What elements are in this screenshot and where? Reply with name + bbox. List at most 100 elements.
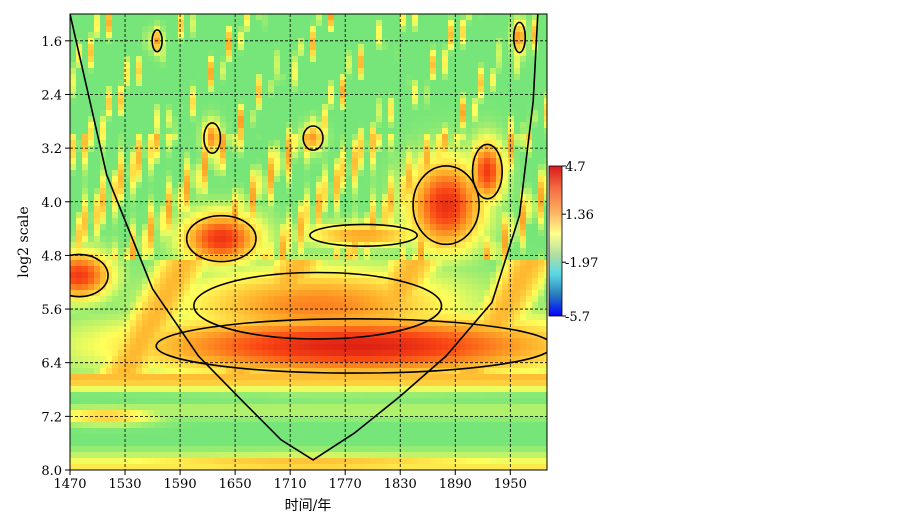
heatmap-cell xyxy=(154,296,161,303)
heatmap-cell xyxy=(430,338,437,345)
heatmap-cell xyxy=(370,386,377,393)
heatmap-cell xyxy=(340,440,347,447)
heatmap-cell xyxy=(100,164,107,171)
heatmap-cell xyxy=(202,464,209,470)
heatmap-cell xyxy=(202,248,209,255)
heatmap-cell xyxy=(106,422,113,429)
heatmap-cell xyxy=(316,272,323,279)
heatmap-cell xyxy=(100,20,107,27)
heatmap-cell xyxy=(166,308,173,315)
heatmap-cell xyxy=(424,134,431,141)
heatmap-cell xyxy=(334,104,341,111)
heatmap-cell xyxy=(268,14,275,21)
heatmap-cell xyxy=(190,296,197,303)
heatmap-cell xyxy=(316,434,323,441)
heatmap-cell xyxy=(430,428,437,435)
heatmap-cell xyxy=(196,248,203,255)
heatmap-cell xyxy=(382,428,389,435)
heatmap-cell xyxy=(406,38,413,45)
heatmap-cell xyxy=(148,86,155,93)
heatmap-cell xyxy=(304,380,311,387)
heatmap-cell xyxy=(370,422,377,429)
heatmap-cell xyxy=(106,386,113,393)
heatmap-cell xyxy=(460,266,467,273)
heatmap-cell xyxy=(238,152,245,159)
heatmap-cell xyxy=(154,44,161,51)
heatmap-cell xyxy=(346,422,353,429)
heatmap-cell xyxy=(268,20,275,27)
heatmap-cell xyxy=(388,398,395,405)
heatmap-cell xyxy=(460,278,467,285)
heatmap-cell xyxy=(166,128,173,135)
heatmap-cell xyxy=(442,38,449,45)
heatmap-cell xyxy=(82,326,89,333)
heatmap-cell xyxy=(76,326,83,333)
heatmap-cell xyxy=(292,218,299,225)
heatmap-cell xyxy=(448,92,455,99)
heatmap-cell xyxy=(160,434,167,441)
heatmap-cell xyxy=(430,68,437,75)
heatmap-cell xyxy=(406,116,413,123)
heatmap-cell xyxy=(280,260,287,267)
heatmap-cell xyxy=(82,356,89,363)
heatmap-cell xyxy=(118,386,125,393)
heatmap-cell xyxy=(202,104,209,111)
heatmap-cell xyxy=(340,380,347,387)
heatmap-cell xyxy=(100,98,107,105)
heatmap-cell xyxy=(460,212,467,219)
heatmap-cell xyxy=(226,50,233,57)
heatmap-cell xyxy=(286,50,293,57)
heatmap-cell xyxy=(322,200,329,207)
heatmap-cell xyxy=(76,272,83,279)
heatmap-cell xyxy=(448,176,455,183)
heatmap-cell xyxy=(124,218,131,225)
heatmap-cell xyxy=(262,152,269,159)
heatmap-cell xyxy=(352,128,359,135)
heatmap-cell xyxy=(196,386,203,393)
heatmap-cell xyxy=(292,140,299,147)
heatmap-cell xyxy=(412,254,419,261)
heatmap-cell xyxy=(436,116,443,123)
heatmap-cell xyxy=(274,314,281,321)
heatmap-cell xyxy=(160,332,167,339)
heatmap-cell xyxy=(88,452,95,459)
heatmap-cell xyxy=(346,176,353,183)
heatmap-cell xyxy=(364,308,371,315)
heatmap-cell xyxy=(370,380,377,387)
heatmap-cell xyxy=(112,122,119,129)
heatmap-cell xyxy=(136,410,143,417)
heatmap-cell xyxy=(262,80,269,87)
heatmap-cell xyxy=(412,104,419,111)
heatmap-cell xyxy=(286,122,293,129)
heatmap-cell xyxy=(190,266,197,273)
heatmap-cell xyxy=(118,350,125,357)
heatmap-cell xyxy=(364,68,371,75)
heatmap-cell xyxy=(406,44,413,51)
heatmap-cell xyxy=(256,62,263,69)
heatmap-cell xyxy=(358,86,365,93)
heatmap-cell xyxy=(358,446,365,453)
heatmap-cell xyxy=(172,458,179,465)
heatmap-cell xyxy=(268,140,275,147)
heatmap-cell xyxy=(322,56,329,63)
heatmap-cell xyxy=(220,116,227,123)
heatmap-cell xyxy=(136,164,143,171)
heatmap-cell xyxy=(76,410,83,417)
heatmap-cell xyxy=(274,38,281,45)
heatmap-cell xyxy=(460,248,467,255)
heatmap-cell xyxy=(334,392,341,399)
heatmap-cell xyxy=(220,14,227,21)
heatmap-cell xyxy=(340,302,347,309)
heatmap-cell xyxy=(82,218,89,225)
heatmap-cell xyxy=(346,164,353,171)
heatmap-cell xyxy=(442,14,449,21)
heatmap-cell xyxy=(256,248,263,255)
heatmap-cell xyxy=(232,140,239,147)
heatmap-cell xyxy=(142,74,149,81)
heatmap-cell xyxy=(202,170,209,177)
heatmap-cell xyxy=(244,404,251,411)
heatmap-cell xyxy=(412,62,419,69)
heatmap-cell xyxy=(406,428,413,435)
heatmap-cell xyxy=(262,14,269,21)
heatmap-cell xyxy=(172,428,179,435)
